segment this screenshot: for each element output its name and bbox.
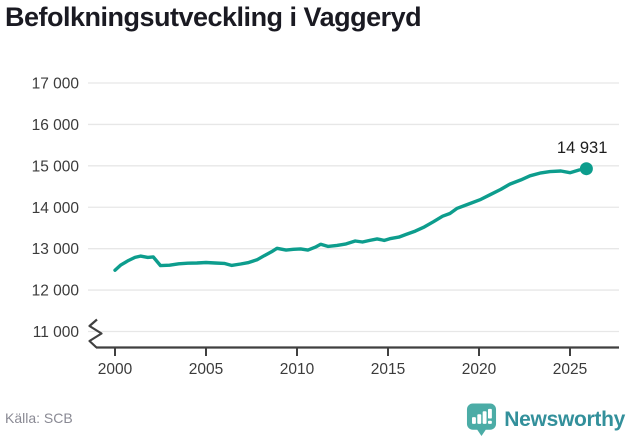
x-tick-label: 2000: [98, 361, 133, 378]
y-tick-label: 12 000: [32, 283, 80, 300]
y-tick-label: 11 000: [33, 324, 80, 341]
population-line-chart: 17 000 16 000 15 000 14 000 13 000 12 000 11 0…: [32, 76, 619, 378]
x-tick-label: 2015: [371, 361, 405, 378]
latest-point-marker: [579, 162, 593, 176]
population-line: [113, 166, 589, 272]
y-tick-label: 17 000: [32, 76, 80, 93]
x-tick-label: 2010: [280, 361, 315, 378]
y-tick-label: 15 000: [32, 158, 80, 175]
newsworthy-logo[interactable]: Newsworthy: [466, 403, 625, 437]
x-tick-label: 2025: [553, 361, 587, 378]
source-label: Källa: SCB: [5, 410, 73, 426]
y-tick-label: 16 000: [32, 117, 80, 134]
x-tick-label: 2020: [462, 361, 497, 378]
bar-chart-bubble-icon: [467, 403, 497, 436]
latest-value-label: 14 931: [557, 139, 607, 157]
y-tick-label: 13 000: [32, 241, 80, 258]
chart-title: Befolkningsutveckling i Vaggeryd: [5, 2, 422, 32]
x-tick-label: 2005: [189, 361, 223, 378]
newsworthy-wordmark: Newsworthy: [504, 408, 625, 431]
axis-break-icon: [88, 318, 103, 349]
y-tick-label: 14 000: [32, 200, 80, 217]
